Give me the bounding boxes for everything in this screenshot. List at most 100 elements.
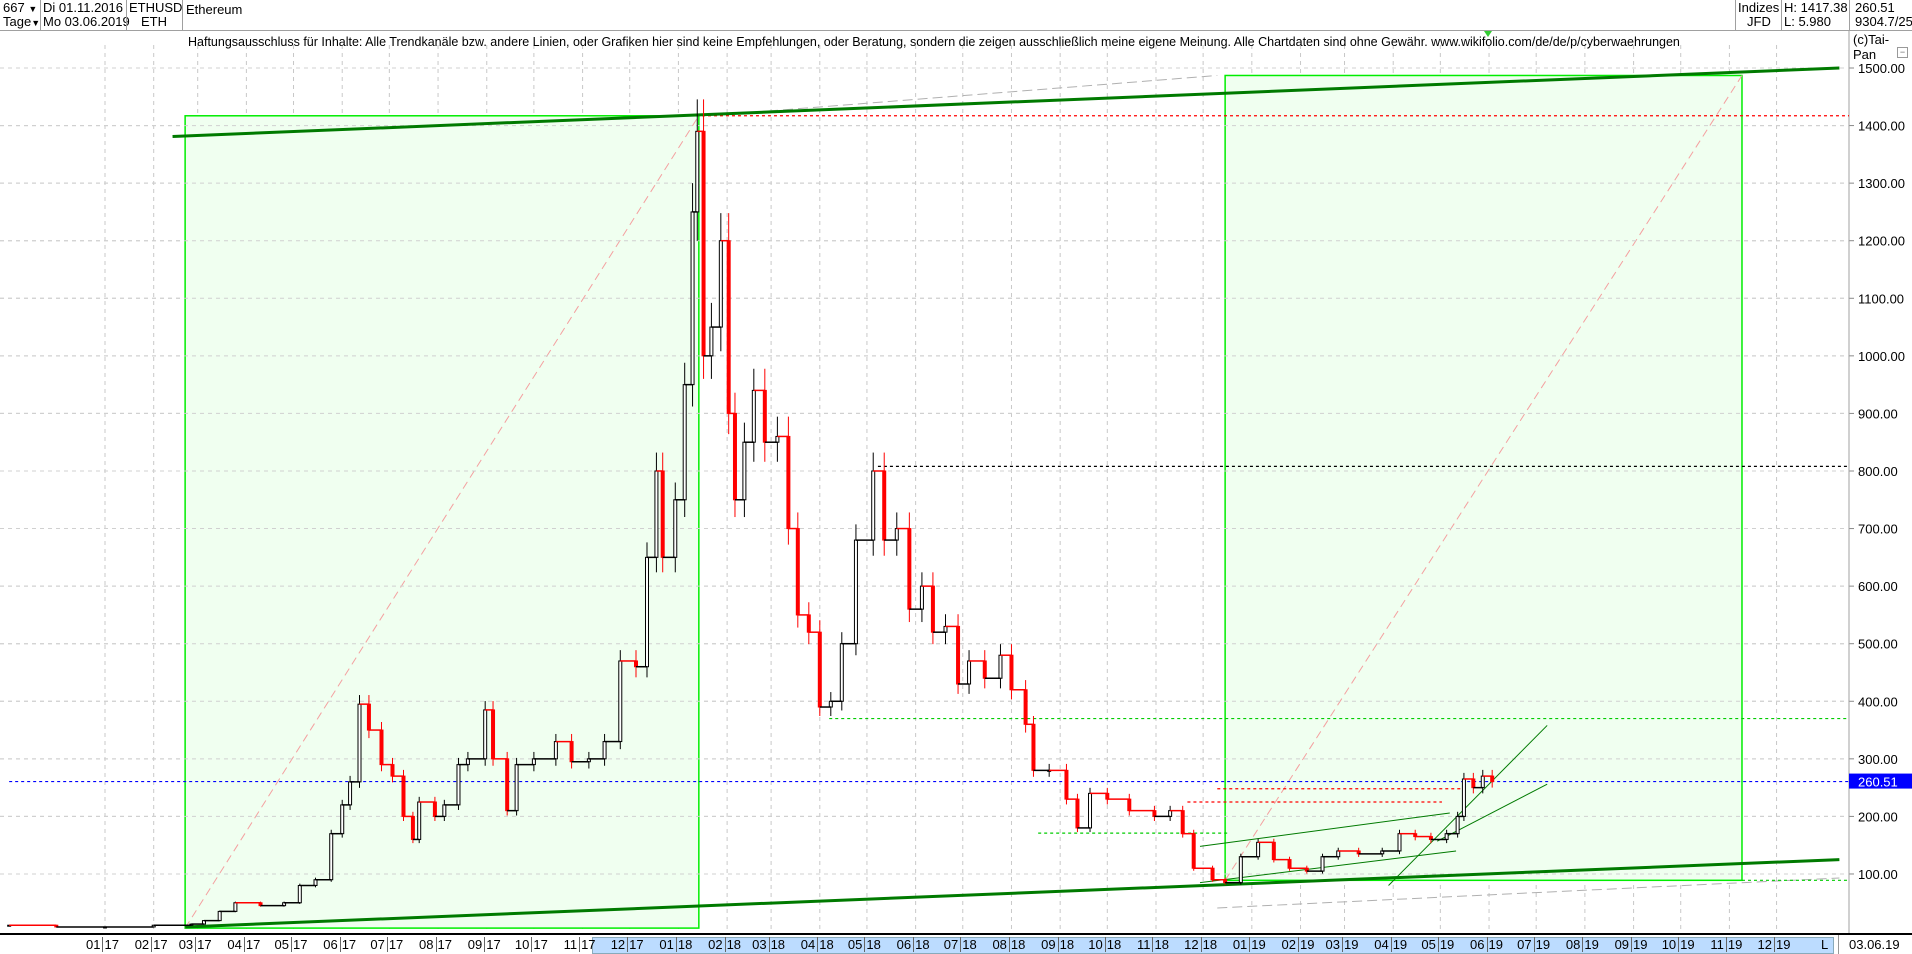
candle bbox=[505, 758, 510, 812]
x-tick-label: 02 18 bbox=[708, 937, 742, 952]
low-value: L: 5.980 bbox=[1784, 14, 1831, 29]
x-tick-label: 10 19 bbox=[1661, 937, 1695, 952]
candle bbox=[871, 470, 876, 541]
last-date-box: L 03.06.19 bbox=[1821, 935, 1912, 954]
volume-value: 9304.7/25 bbox=[1855, 14, 1912, 29]
candle bbox=[1271, 841, 1276, 861]
x-tick-label: 01 17 bbox=[86, 937, 119, 952]
candle bbox=[410, 815, 415, 840]
candle bbox=[682, 384, 687, 501]
candle bbox=[633, 660, 638, 668]
candle bbox=[233, 902, 238, 912]
candle bbox=[401, 775, 406, 817]
x-tick-label: 08 19 bbox=[1565, 937, 1599, 952]
price-chart[interactable]: 1500.00 1400.00 1300.00 1200.00 1100.00 1000.… bbox=[0, 0, 1912, 933]
y-tick-label: 200.00 bbox=[1858, 809, 1898, 824]
x-tick-label: 04 18 bbox=[800, 937, 834, 952]
candle bbox=[1064, 769, 1069, 800]
x-tick-label: 09 19 bbox=[1614, 937, 1648, 952]
candle bbox=[726, 240, 731, 414]
candle bbox=[1461, 778, 1466, 817]
candle bbox=[690, 211, 695, 386]
y-tick-label: 500.00 bbox=[1858, 637, 1898, 652]
candle bbox=[795, 528, 800, 616]
y-tick-label: 1000.00 bbox=[1858, 349, 1905, 364]
x-tick-label: 06 18 bbox=[896, 937, 930, 952]
x-tick-label: 09 17 bbox=[467, 937, 501, 952]
candle bbox=[1455, 815, 1460, 835]
candle bbox=[531, 758, 536, 766]
box-diagonal bbox=[184, 115, 700, 929]
candle bbox=[456, 764, 461, 806]
candle bbox=[853, 539, 858, 645]
x-tick-label: 05 18 bbox=[847, 937, 881, 952]
x-tick-label: 03 19 bbox=[1325, 937, 1359, 952]
x-tick-label: 12 18 bbox=[1184, 937, 1218, 952]
instrument-name: Ethereum bbox=[186, 2, 243, 17]
date-to[interactable]: Mo 03.06.2019 bbox=[43, 14, 130, 29]
candle bbox=[644, 556, 649, 668]
y-tick-label: 600.00 bbox=[1858, 579, 1898, 594]
x-tick-label: 03 18 bbox=[752, 937, 786, 952]
candle bbox=[1287, 859, 1292, 869]
x-tick-label: 07 19 bbox=[1517, 937, 1551, 952]
period-select[interactable]: Tage▼ bbox=[3, 15, 40, 29]
divider bbox=[126, 0, 127, 30]
candle bbox=[514, 764, 519, 812]
bar-count-value: 667 bbox=[3, 0, 25, 15]
high-value: H: 1417.38 bbox=[1784, 0, 1848, 15]
candle bbox=[618, 660, 623, 743]
x-tick-label: 12 19 bbox=[1757, 937, 1791, 952]
candle bbox=[828, 700, 833, 708]
candle bbox=[1256, 841, 1261, 858]
candle bbox=[701, 130, 706, 357]
candle bbox=[742, 441, 747, 501]
candle bbox=[732, 412, 737, 501]
chart-header: 667 ▼ Tage▼ Di 01.11.2016 Mo 03.06.2019 … bbox=[0, 0, 1912, 31]
x-tick-label: 02 19 bbox=[1281, 937, 1315, 952]
candle bbox=[839, 643, 844, 702]
divider bbox=[182, 0, 183, 30]
period-value: Tage bbox=[3, 14, 32, 29]
trend-line bbox=[185, 858, 1840, 929]
y-tick-label: 1200.00 bbox=[1858, 234, 1905, 249]
x-tick-label: 02 17 bbox=[134, 937, 168, 952]
x-tick-label: 05 19 bbox=[1421, 937, 1455, 952]
candle bbox=[967, 660, 972, 685]
x-tick-label: 09 18 bbox=[1041, 937, 1075, 952]
candle bbox=[329, 833, 334, 881]
x-tick-label: 01 19 bbox=[1232, 937, 1266, 952]
candle bbox=[930, 585, 935, 633]
grey-dashed-line bbox=[1217, 877, 1840, 909]
candle bbox=[982, 660, 987, 679]
minimize-button[interactable]: − bbox=[1897, 47, 1908, 58]
bar-count-select[interactable]: 667 ▼ bbox=[3, 1, 37, 15]
grey-dashed-line bbox=[708, 74, 1218, 117]
last-date: 03.06.19 bbox=[1849, 937, 1900, 952]
candle bbox=[1490, 775, 1495, 783]
date-from[interactable]: Di 01.11.2016 bbox=[43, 0, 123, 15]
last-value: 260.51 bbox=[1855, 0, 1895, 15]
box-diagonal bbox=[1224, 75, 1743, 881]
candle bbox=[775, 435, 780, 443]
disclaimer-text: Haftungsausschluss für Inhalte: Alle Tre… bbox=[188, 35, 1680, 49]
candle bbox=[882, 470, 887, 541]
trend-line bbox=[1388, 725, 1548, 886]
x-tick-label: 04 19 bbox=[1374, 937, 1408, 952]
candle bbox=[483, 709, 488, 760]
x-tick-label: 12 17 bbox=[610, 937, 644, 952]
y-tick-label: 1400.00 bbox=[1858, 119, 1905, 134]
candle bbox=[806, 614, 811, 633]
candle bbox=[348, 781, 353, 806]
candle bbox=[465, 758, 470, 766]
candle bbox=[1088, 792, 1093, 829]
candle bbox=[442, 804, 447, 817]
candle bbox=[417, 801, 422, 840]
x-tick-label: 07 18 bbox=[943, 937, 977, 952]
x-tick-label: 08 17 bbox=[419, 937, 452, 952]
candle bbox=[569, 741, 574, 763]
y-tick-label: 1300.00 bbox=[1858, 176, 1905, 191]
y-tick-label: 1100.00 bbox=[1858, 291, 1904, 306]
candle bbox=[1023, 689, 1028, 725]
mode-label[interactable]: L bbox=[1821, 937, 1829, 952]
